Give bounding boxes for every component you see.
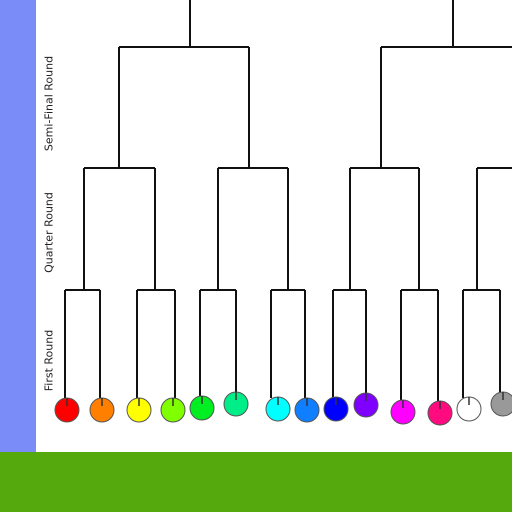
- player-gray-marble: [490, 391, 512, 417]
- tournament-bracket: [54, 0, 512, 426]
- ground-strip: [0, 452, 512, 512]
- bracket-board: [36, 0, 512, 452]
- left-sidebar: [0, 0, 36, 452]
